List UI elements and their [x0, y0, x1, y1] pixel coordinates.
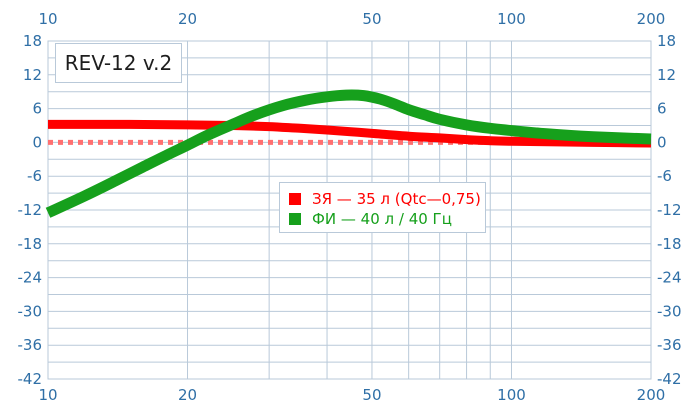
legend-swatch-red: [289, 193, 301, 205]
y-tick-label-left: 12: [23, 66, 42, 84]
y-tick-label-left: -42: [18, 370, 43, 388]
x-tick-label-bottom: 50: [362, 386, 381, 404]
y-tick-label-left: 18: [23, 32, 42, 50]
legend: ЗЯ — 35 л (Qtc—0,75) ФИ — 40 л / 40 Гц: [279, 182, 486, 233]
x-tick-label-bottom: 20: [178, 386, 197, 404]
x-tick-label-top: 200: [637, 10, 666, 28]
x-tick-label-bottom: 10: [38, 386, 57, 404]
y-tick-label-right: -6: [657, 167, 672, 185]
y-tick-label-right: 12: [657, 66, 676, 84]
y-tick-label-right: -36: [657, 336, 682, 354]
y-tick-label-left: -6: [27, 167, 42, 185]
legend-item-bass-reflex: ФИ — 40 л / 40 Гц: [289, 209, 485, 229]
y-tick-label-right: -12: [657, 201, 682, 219]
y-tick-label-right: -18: [657, 235, 682, 253]
chart-title: REV-12 v.2: [55, 43, 182, 83]
legend-swatch-green: [289, 213, 301, 225]
legend-label: ЗЯ — 35 л (Qtc—0,75): [312, 190, 481, 208]
x-tick-label-top: 20: [178, 10, 197, 28]
y-tick-label-right: -24: [657, 269, 682, 287]
y-tick-label-left: -30: [18, 302, 43, 320]
y-tick-label-right: -30: [657, 302, 682, 320]
y-tick-label-left: -36: [18, 336, 43, 354]
y-tick-label-left: -24: [18, 269, 43, 287]
y-tick-label-right: 18: [657, 32, 676, 50]
x-tick-label-top: 50: [362, 10, 381, 28]
y-tick-label-right: -42: [657, 370, 682, 388]
x-tick-label-top: 100: [497, 10, 526, 28]
legend-item-closed-box: ЗЯ — 35 л (Qtc—0,75): [289, 189, 485, 209]
series-line-closed-box: [47, 119, 652, 148]
y-tick-label-left: -18: [18, 235, 43, 253]
series-layer: [45, 89, 652, 218]
y-tick-label-right: 6: [657, 100, 667, 118]
y-tick-label-left: 0: [32, 133, 42, 151]
y-tick-label-right: 0: [657, 133, 667, 151]
series-line-bass-reflex: [45, 89, 652, 218]
y-tick-label-left: -12: [18, 201, 43, 219]
y-tick-label-left: 6: [32, 100, 42, 118]
x-tick-label-top: 10: [38, 10, 57, 28]
legend-label: ФИ — 40 л / 40 Гц: [312, 210, 452, 228]
tick-labels: 10 10 20 20 50 50 100 100 200 200 18 18 12 12 6 6 0 0 -6 -6…: [18, 10, 682, 404]
x-tick-label-bottom: 200: [637, 386, 666, 404]
x-tick-label-bottom: 100: [497, 386, 526, 404]
